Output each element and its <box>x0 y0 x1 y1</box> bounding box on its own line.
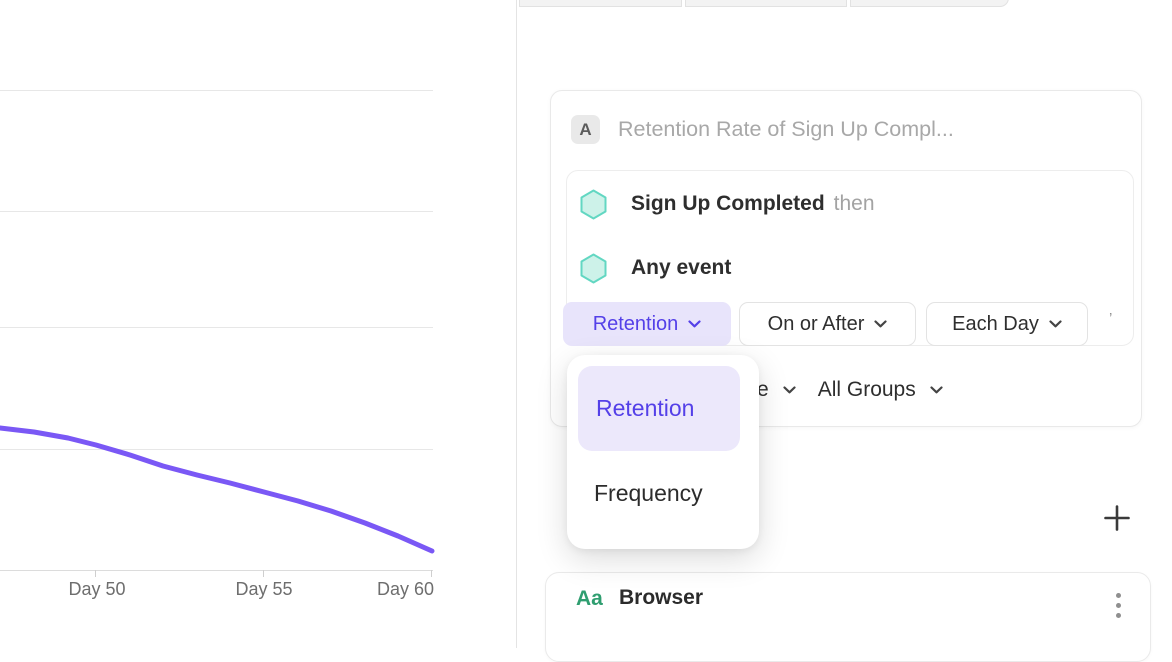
cropped-toolbar-button-3[interactable] <box>850 0 1009 7</box>
interval-dropdown-button[interactable]: Each Day <box>926 302 1088 346</box>
panel-divider <box>516 0 517 648</box>
string-property-icon: Aa <box>576 587 603 610</box>
group-selector[interactable]: All Groups <box>817 378 916 401</box>
x-tick-label: Day 50 <box>68 579 126 599</box>
event-connector: then <box>833 192 875 215</box>
gridline <box>0 327 433 328</box>
gridline <box>0 90 433 91</box>
event-row-first[interactable]: Sign Up Completed then <box>580 188 875 220</box>
retention-line-chart <box>0 425 435 554</box>
gridline <box>0 449 433 450</box>
chevron-down-icon <box>874 320 887 328</box>
menu-item-frequency[interactable]: Frequency <box>594 480 703 506</box>
report-name-input[interactable]: Retention Rate of Sign Up Compl... <box>618 117 954 141</box>
x-tick-label: Day 55 <box>235 579 293 599</box>
property-name: Browser <box>619 586 704 609</box>
series-badge-a: A <box>571 115 600 144</box>
event-name[interactable]: Any event <box>631 256 732 279</box>
event-row-return[interactable]: Any event <box>580 252 740 284</box>
retention-chart-panel: Day 50 Day 55 Day 60 <box>0 0 517 648</box>
kebab-dot <box>1115 612 1121 618</box>
x-tick-label: Day 60 <box>376 579 434 599</box>
plus-icon <box>1104 505 1130 531</box>
kebab-dot <box>1115 592 1121 598</box>
x-tick <box>95 570 96 577</box>
add-button[interactable] <box>1093 494 1141 542</box>
x-axis-line <box>0 570 433 571</box>
gridline <box>0 211 433 212</box>
kebab-dot <box>1115 602 1121 608</box>
window-dropdown-button[interactable]: On or After <box>739 302 916 346</box>
x-tick <box>263 570 264 577</box>
retention-line <box>0 425 435 554</box>
chevron-down-icon <box>688 320 701 328</box>
event-name[interactable]: Sign Up Completed <box>631 192 825 215</box>
chevron-down-icon <box>1049 320 1062 328</box>
measure-dropdown-label: Retention <box>592 312 679 335</box>
obscured-dropdown-fragment[interactable]: e <box>757 378 769 401</box>
menu-item-retention[interactable]: Retention <box>578 366 740 451</box>
chevron-down-icon <box>930 386 943 394</box>
query-config-panel: A Retention Rate of Sign Up Compl... Sig… <box>517 0 1172 662</box>
breakdown-card-browser[interactable]: Aa Browser <box>545 572 1151 662</box>
cropped-glyph: ’ <box>1109 310 1113 327</box>
cropped-toolbar-button-2[interactable] <box>685 0 847 7</box>
event-hexagon-icon <box>580 189 607 219</box>
chevron-down-icon <box>783 386 796 394</box>
event-hexagon-icon <box>580 253 607 283</box>
interval-dropdown-label: Each Day <box>952 312 1039 335</box>
measured-as-row: e All Groups <box>757 374 943 406</box>
kebab-menu-button[interactable] <box>1104 589 1132 621</box>
x-tick <box>431 570 432 577</box>
measure-dropdown-button[interactable]: Retention <box>563 302 731 346</box>
window-dropdown-label: On or After <box>767 312 865 335</box>
measure-dropdown-menu: Retention Frequency <box>567 355 759 549</box>
cropped-toolbar-button-1[interactable] <box>519 0 682 7</box>
